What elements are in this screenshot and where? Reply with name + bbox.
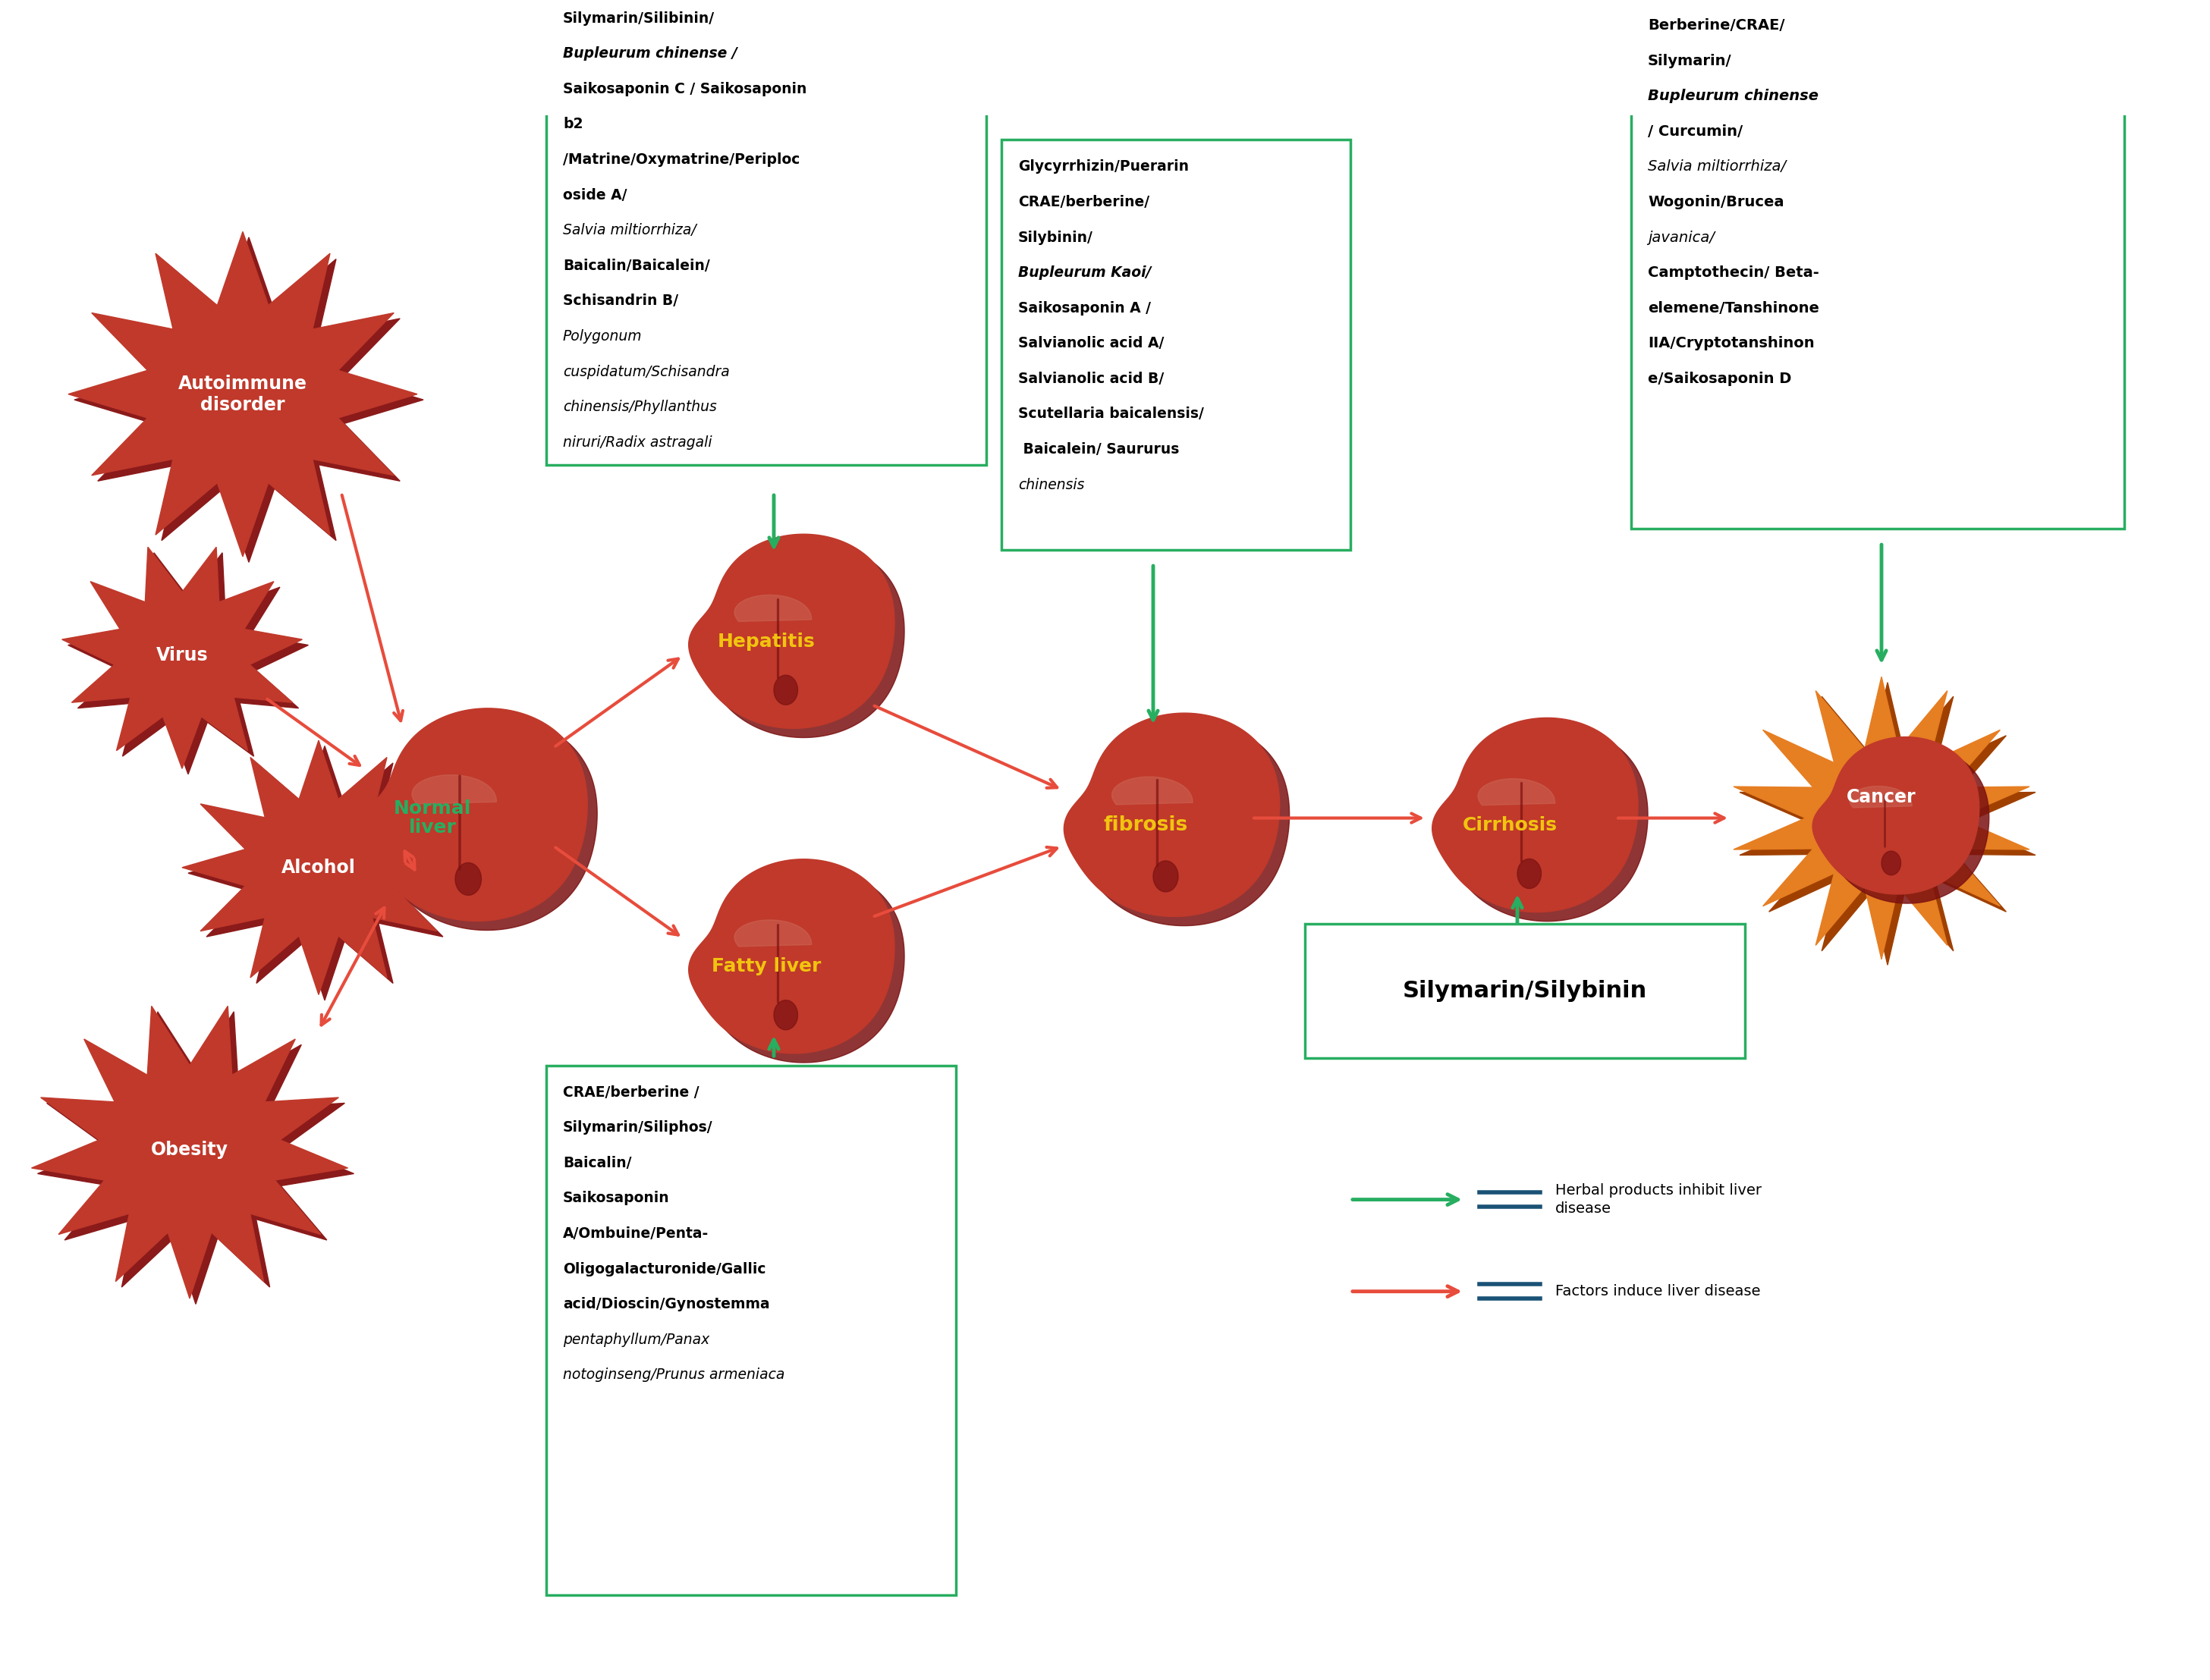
- Polygon shape: [1823, 746, 1989, 904]
- Polygon shape: [1881, 852, 1901, 875]
- Text: chinensis: chinensis: [1019, 477, 1085, 492]
- Text: A/Ombuine/Penta-: A/Ombuine/Penta-: [564, 1226, 709, 1242]
- Polygon shape: [698, 543, 904, 738]
- Text: oside A/: oside A/: [564, 188, 628, 202]
- Text: acid/Dioscin/Gynostemma: acid/Dioscin/Gynostemma: [564, 1297, 769, 1312]
- Text: Baicalin/Baicalein/: Baicalin/Baicalein/: [564, 259, 709, 272]
- Polygon shape: [62, 548, 303, 768]
- Polygon shape: [1074, 722, 1288, 926]
- Text: Baicalin/: Baicalin/: [564, 1156, 632, 1171]
- Text: Salvia miltiorrhiza/: Salvia miltiorrhiza/: [564, 223, 696, 237]
- Polygon shape: [774, 1000, 798, 1030]
- Text: Autoimmune
disorder: Autoimmune disorder: [179, 375, 307, 413]
- Text: Saikosaponin: Saikosaponin: [564, 1191, 670, 1206]
- Text: elemene/Tanshinone: elemene/Tanshinone: [1649, 301, 1819, 316]
- Text: Fatty liver: Fatty liver: [712, 958, 822, 976]
- Text: cuspidatum/Schisandra: cuspidatum/Schisandra: [564, 365, 729, 380]
- Text: Normal
liver: Normal liver: [393, 800, 471, 837]
- Text: javanica/: javanica/: [1649, 230, 1715, 245]
- Text: fibrosis: fibrosis: [1103, 815, 1187, 835]
- Text: Glycyrrhizin/Puerarin: Glycyrrhizin/Puerarin: [1019, 160, 1189, 175]
- Text: Factors induce liver disease: Factors induce liver disease: [1556, 1284, 1761, 1299]
- Polygon shape: [69, 232, 418, 556]
- Text: CRAE/berberine/: CRAE/berberine/: [1019, 195, 1149, 210]
- Text: Bupleurum chinense: Bupleurum chinense: [1649, 89, 1819, 104]
- Polygon shape: [1518, 858, 1540, 889]
- Text: Silybinin/: Silybinin/: [1019, 230, 1094, 245]
- Polygon shape: [1063, 712, 1280, 917]
- Text: Virus: Virus: [157, 647, 208, 665]
- Text: Silymarin/Siliphos/: Silymarin/Siliphos/: [564, 1121, 714, 1136]
- Text: pentaphyllum/Panax: pentaphyllum/Panax: [564, 1332, 709, 1347]
- Text: Cirrhosis: Cirrhosis: [1463, 816, 1558, 835]
- Text: Salvianolic acid A/: Salvianolic acid A/: [1019, 336, 1165, 351]
- Polygon shape: [188, 746, 462, 1000]
- Text: Oligogalacturonide/Gallic: Oligogalacturonide/Gallic: [564, 1262, 767, 1277]
- Polygon shape: [1850, 786, 1912, 808]
- Text: Wogonin/Brucea: Wogonin/Brucea: [1649, 195, 1783, 210]
- FancyBboxPatch shape: [1631, 0, 2124, 529]
- Text: IIA/Cryptotanshinon: IIA/Cryptotanshinon: [1649, 336, 1814, 351]
- Text: Cancer: Cancer: [1848, 788, 1916, 806]
- Text: Silymarin/Silybinin: Silymarin/Silybinin: [1403, 979, 1646, 1003]
- Polygon shape: [181, 741, 455, 995]
- Polygon shape: [411, 774, 497, 805]
- Polygon shape: [1112, 776, 1193, 805]
- FancyBboxPatch shape: [1304, 924, 1746, 1058]
- Polygon shape: [734, 921, 811, 946]
- Polygon shape: [1154, 860, 1178, 892]
- Polygon shape: [1441, 727, 1649, 921]
- Text: niruri/Radix astragali: niruri/Radix astragali: [564, 435, 712, 450]
- Text: Alcohol: Alcohol: [281, 858, 356, 877]
- Text: CRAE/berberine /: CRAE/berberine /: [564, 1085, 698, 1099]
- Polygon shape: [371, 717, 597, 931]
- Text: Bupleurum Kaoi/: Bupleurum Kaoi/: [1019, 265, 1151, 281]
- FancyBboxPatch shape: [546, 1065, 957, 1596]
- Polygon shape: [1478, 778, 1556, 805]
- Polygon shape: [31, 1006, 347, 1299]
- Polygon shape: [38, 1011, 354, 1304]
- Polygon shape: [1739, 682, 2035, 964]
- Polygon shape: [698, 869, 904, 1062]
- Polygon shape: [690, 858, 895, 1053]
- Text: notoginseng/Prunus armeniaca: notoginseng/Prunus armeniaca: [564, 1368, 785, 1383]
- Text: Salvianolic acid B/: Salvianolic acid B/: [1019, 371, 1165, 386]
- Text: Scutellaria baicalensis/: Scutellaria baicalensis/: [1019, 407, 1204, 422]
- FancyBboxPatch shape: [1001, 139, 1350, 549]
- Polygon shape: [774, 675, 798, 706]
- Text: Bupleurum chinense /: Bupleurum chinense /: [564, 47, 738, 60]
- Text: e/Saikosaponin D: e/Saikosaponin D: [1649, 371, 1792, 386]
- Polygon shape: [1812, 738, 1980, 894]
- Text: chinensis/Phyllanthus: chinensis/Phyllanthus: [564, 400, 716, 415]
- Polygon shape: [455, 864, 482, 895]
- Polygon shape: [1432, 717, 1638, 912]
- Text: /Matrine/Oxymatrine/Periploc: /Matrine/Oxymatrine/Periploc: [564, 153, 800, 166]
- Text: Camptothecin/ Beta-: Camptothecin/ Beta-: [1649, 265, 1819, 281]
- Text: Obesity: Obesity: [150, 1141, 228, 1159]
- Polygon shape: [362, 709, 588, 921]
- Text: / Curcumin/: / Curcumin/: [1649, 124, 1744, 139]
- Text: Baicalein/ Saururus: Baicalein/ Saururus: [1019, 442, 1180, 457]
- Polygon shape: [690, 534, 895, 729]
- Text: Schisandrin B/: Schisandrin B/: [564, 294, 678, 307]
- Text: Saikosaponin C / Saikosaponin: Saikosaponin C / Saikosaponin: [564, 82, 807, 96]
- Polygon shape: [69, 553, 309, 774]
- Text: Saikosaponin A /: Saikosaponin A /: [1019, 301, 1151, 316]
- Polygon shape: [734, 595, 811, 622]
- Text: Herbal products inhibit liver
disease: Herbal products inhibit liver disease: [1556, 1183, 1761, 1216]
- Text: b2: b2: [564, 118, 583, 131]
- Text: Salvia miltiorrhiza/: Salvia miltiorrhiza/: [1649, 160, 1786, 175]
- Polygon shape: [1733, 677, 2029, 959]
- Text: Polygonum: Polygonum: [564, 329, 643, 343]
- Text: Hepatitis: Hepatitis: [718, 632, 815, 650]
- Text: Berberine/CRAE/: Berberine/CRAE/: [1649, 18, 1786, 32]
- Polygon shape: [75, 237, 424, 563]
- Text: Silymarin/: Silymarin/: [1649, 54, 1733, 67]
- Text: Silymarin/Silibinin/: Silymarin/Silibinin/: [564, 12, 714, 25]
- FancyBboxPatch shape: [546, 0, 986, 465]
